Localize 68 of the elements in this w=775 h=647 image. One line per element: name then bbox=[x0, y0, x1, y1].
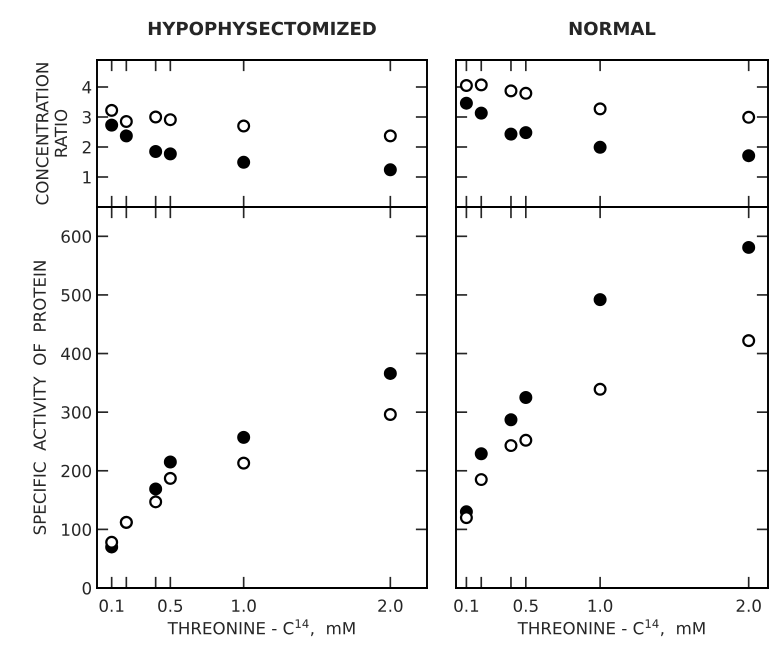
point bbox=[164, 472, 177, 485]
point bbox=[237, 456, 250, 470]
point bbox=[105, 104, 118, 117]
point bbox=[519, 126, 532, 140]
point bbox=[164, 147, 177, 160]
point bbox=[460, 79, 473, 92]
point bbox=[149, 495, 162, 508]
point bbox=[594, 140, 607, 154]
point bbox=[474, 447, 488, 460]
point bbox=[120, 115, 133, 128]
y-tick-label: 3 bbox=[82, 110, 91, 124]
point bbox=[594, 102, 607, 116]
point bbox=[519, 86, 532, 100]
point bbox=[504, 84, 518, 98]
chart-title: NORMAL bbox=[570, 22, 656, 36]
point bbox=[742, 240, 756, 254]
x-tick-label: 0.5 bbox=[514, 599, 538, 612]
point bbox=[742, 334, 756, 348]
point bbox=[504, 413, 518, 426]
point bbox=[519, 391, 532, 404]
x-tick-label: 0.5 bbox=[158, 599, 182, 612]
point bbox=[164, 113, 177, 126]
point bbox=[504, 439, 518, 452]
y-axis-title: SPECIFIC ACTIVITY OF PROTEIN bbox=[33, 261, 46, 534]
point bbox=[519, 434, 532, 447]
point bbox=[504, 128, 518, 141]
point bbox=[474, 106, 488, 120]
point bbox=[237, 156, 250, 169]
x-axis-title: THREONINE - C$^{14}$, mM bbox=[168, 619, 355, 636]
point bbox=[149, 482, 162, 496]
y-tick-label: 200 bbox=[62, 464, 92, 478]
point bbox=[120, 129, 133, 142]
x-tick-label: 0.1 bbox=[100, 599, 124, 612]
point bbox=[594, 293, 607, 306]
y-tick-label: 4 bbox=[82, 81, 92, 94]
point bbox=[460, 511, 473, 524]
y-axis-title: CONCENTRATION RATIO bbox=[36, 63, 68, 204]
y-tick-label: 100 bbox=[62, 523, 92, 536]
y-tick-label: 500 bbox=[62, 288, 92, 302]
point bbox=[742, 110, 756, 124]
x-tick-label: 2.0 bbox=[378, 599, 402, 612]
point bbox=[474, 78, 488, 92]
point bbox=[384, 366, 397, 380]
x-axis-title: THREONINE - C$^{14}$, mM bbox=[518, 619, 705, 636]
y-tick-label: 400 bbox=[61, 348, 92, 360]
point bbox=[237, 430, 250, 444]
x-tick-label: 0.1 bbox=[454, 599, 478, 612]
x-tick-label: 1.0 bbox=[588, 599, 612, 612]
point bbox=[164, 455, 177, 468]
point bbox=[149, 110, 162, 124]
y-tick-label: 2 bbox=[82, 140, 90, 154]
point bbox=[474, 473, 488, 486]
x-tick-label: 1.0 bbox=[232, 599, 256, 612]
point bbox=[384, 129, 397, 142]
point bbox=[105, 118, 118, 132]
point bbox=[149, 145, 162, 158]
y-tick-label: 600 bbox=[61, 230, 92, 243]
point bbox=[594, 382, 607, 396]
point bbox=[384, 408, 397, 421]
chart-title: HYPOPHYSECTOMIZED bbox=[148, 22, 376, 36]
y-tick-label: 0 bbox=[82, 582, 92, 595]
point bbox=[460, 96, 473, 110]
y-tick-label: 300 bbox=[62, 406, 92, 419]
point bbox=[742, 149, 756, 162]
y-tick-label: 1 bbox=[83, 171, 91, 184]
point bbox=[384, 163, 397, 176]
x-tick-label: 2.0 bbox=[736, 599, 761, 612]
point bbox=[237, 120, 250, 132]
